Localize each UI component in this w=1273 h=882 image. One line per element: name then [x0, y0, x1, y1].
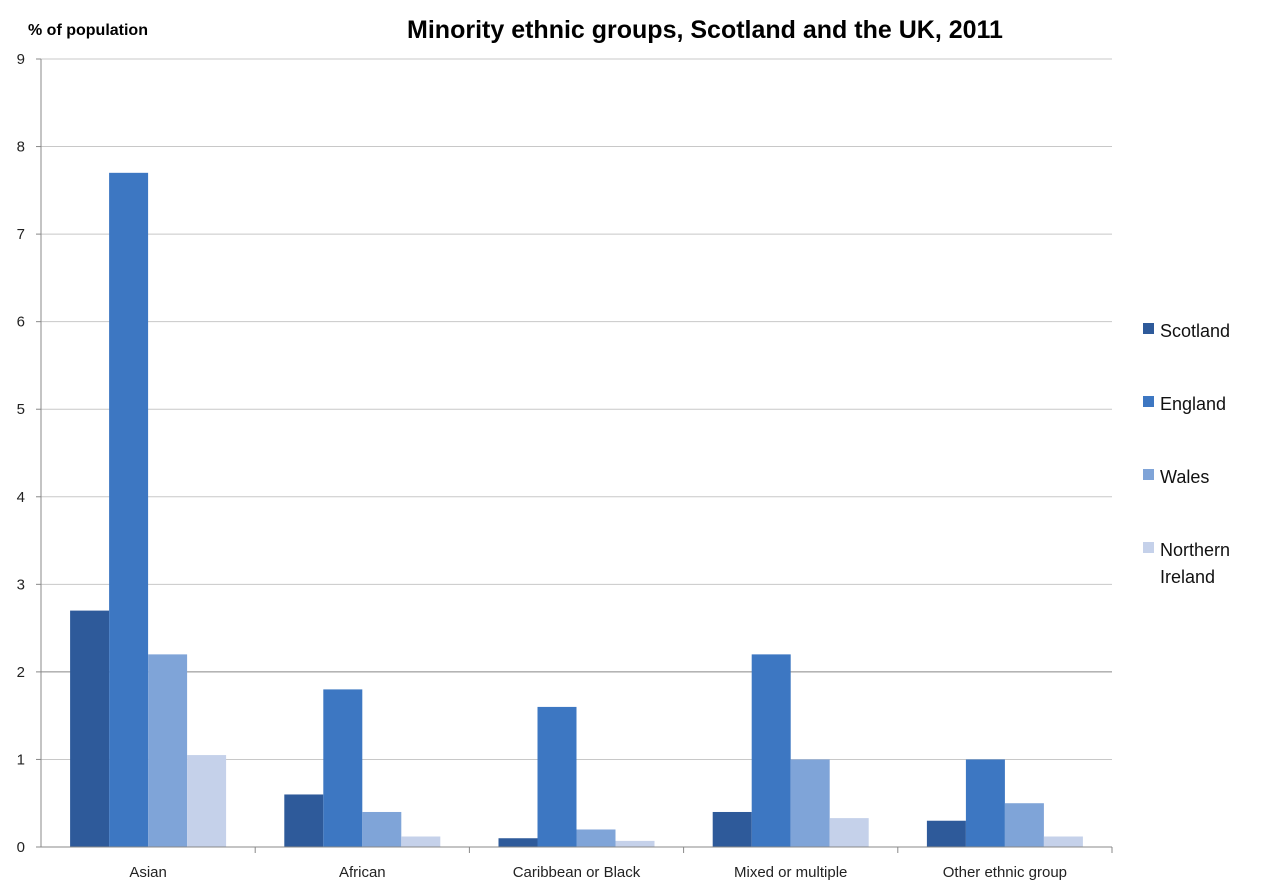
gridlines — [41, 58, 1112, 760]
bar-wales — [790, 759, 830, 847]
y-tick-label: 7 — [17, 226, 25, 243]
legend-label: England — [1160, 394, 1226, 414]
x-tick-label: Asian — [129, 864, 167, 881]
y-tick-label: 2 — [17, 664, 25, 681]
bar-scotland — [70, 610, 110, 847]
bar-northern-ireland — [1043, 836, 1083, 847]
bar-england — [109, 172, 149, 848]
bar-northern-ireland — [615, 840, 655, 847]
bar-scotland — [712, 811, 752, 847]
x-tick-label: Other ethnic group — [943, 864, 1067, 881]
bars — [70, 172, 1083, 848]
bar-wales — [1004, 803, 1044, 847]
legend-label: Northern — [1160, 540, 1230, 560]
y-tick-label: 8 — [17, 139, 25, 156]
bar-northern-ireland — [829, 818, 869, 847]
legend-swatch — [1143, 396, 1154, 407]
bar-scotland — [284, 794, 324, 847]
y-tick-label: 9 — [17, 51, 25, 68]
bar-england — [323, 689, 363, 847]
x-tick-label: Caribbean or Black — [513, 864, 641, 881]
bar-scotland — [498, 838, 538, 847]
x-tick-label: Mixed or multiple — [734, 864, 847, 881]
y-tick-label: 4 — [17, 489, 25, 506]
y-tick-label: 3 — [17, 576, 25, 593]
bar-england — [537, 706, 577, 847]
legend: Scotland England Wales Northern Ireland — [1143, 321, 1230, 587]
legend-swatch — [1143, 542, 1154, 553]
chart-title: Minority ethnic groups, Scotland and the… — [407, 16, 1003, 44]
legend-label: Wales — [1160, 467, 1209, 487]
bar-northern-ireland — [401, 836, 441, 847]
legend-label: Ireland — [1160, 567, 1215, 587]
legend-label: Scotland — [1160, 321, 1230, 341]
bar-northern-ireland — [187, 755, 227, 847]
axes: 0 1 2 3 4 5 6 7 8 9 Asian African Caribbean or Black… — [17, 51, 1113, 881]
y-tick-label: 5 — [17, 401, 25, 418]
y-tick-label: 1 — [17, 751, 25, 768]
bar-england — [751, 654, 791, 847]
x-tick-label: African — [339, 864, 386, 881]
bar-scotland — [926, 820, 966, 847]
bar-wales — [148, 654, 188, 847]
bar-england — [965, 759, 1005, 847]
y-tick-label: 0 — [17, 839, 25, 856]
y-tick-label: 6 — [17, 314, 25, 331]
bar-wales — [576, 829, 616, 847]
y-axis-label: % of population — [28, 22, 148, 39]
legend-swatch — [1143, 323, 1154, 334]
legend-swatch — [1143, 469, 1154, 480]
bar-wales — [362, 811, 402, 847]
